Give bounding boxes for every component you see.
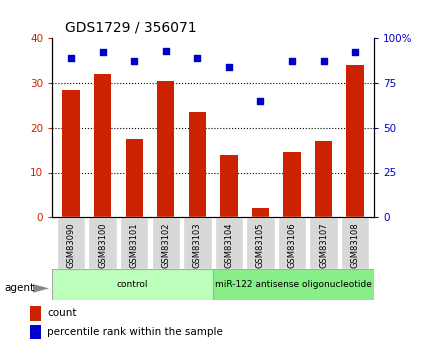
Bar [62, 89, 79, 217]
Point [319, 59, 326, 64]
Bar [188, 112, 206, 217]
Text: GSM83100: GSM83100 [98, 223, 107, 268]
FancyBboxPatch shape [277, 217, 306, 269]
Text: GSM83101: GSM83101 [129, 223, 138, 268]
Text: GSM83105: GSM83105 [255, 223, 264, 268]
Bar [283, 152, 300, 217]
Point [68, 55, 75, 60]
Point [288, 59, 295, 64]
Text: GSM83103: GSM83103 [192, 223, 201, 268]
Bar [346, 65, 363, 217]
FancyBboxPatch shape [120, 217, 148, 269]
Bar [220, 155, 237, 217]
FancyBboxPatch shape [183, 217, 211, 269]
Polygon shape [33, 284, 49, 293]
Point [131, 59, 138, 64]
FancyBboxPatch shape [213, 269, 373, 300]
Text: GSM83106: GSM83106 [287, 223, 296, 268]
Bar [30, 325, 40, 338]
Point [162, 48, 169, 53]
Text: miR-122 antisense oligonucleotide: miR-122 antisense oligonucleotide [215, 280, 371, 289]
FancyBboxPatch shape [246, 217, 274, 269]
FancyBboxPatch shape [52, 269, 213, 300]
Point [351, 50, 358, 55]
FancyBboxPatch shape [88, 217, 117, 269]
Point [194, 55, 201, 60]
Point [99, 50, 106, 55]
Bar [251, 208, 269, 217]
Bar [314, 141, 332, 217]
Text: GSM83104: GSM83104 [224, 223, 233, 268]
FancyBboxPatch shape [309, 217, 337, 269]
Text: GSM83108: GSM83108 [350, 223, 359, 268]
Text: GSM83107: GSM83107 [319, 223, 327, 268]
Point [225, 64, 232, 69]
FancyBboxPatch shape [340, 217, 368, 269]
Text: GDS1729 / 356071: GDS1729 / 356071 [65, 21, 197, 35]
FancyBboxPatch shape [151, 217, 180, 269]
Text: count: count [47, 308, 76, 318]
FancyBboxPatch shape [214, 217, 243, 269]
Text: GSM83102: GSM83102 [161, 223, 170, 268]
Text: control: control [117, 280, 148, 289]
FancyBboxPatch shape [57, 217, 85, 269]
Bar [94, 74, 111, 217]
Bar [30, 306, 40, 321]
Bar [157, 80, 174, 217]
Bar [125, 139, 143, 217]
Text: percentile rank within the sample: percentile rank within the sample [47, 327, 223, 337]
Point [256, 98, 263, 104]
Text: GSM83090: GSM83090 [66, 223, 76, 268]
Text: agent: agent [4, 283, 34, 293]
